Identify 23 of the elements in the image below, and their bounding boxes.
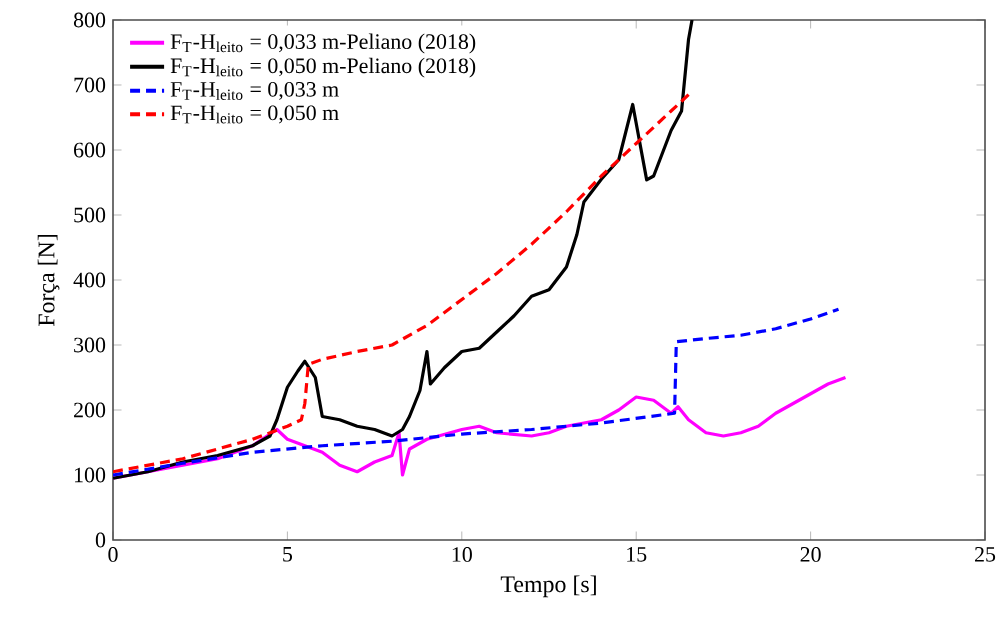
x-axis-title: Tempo [s] xyxy=(500,575,596,598)
legend-label: F$_{T}$-H$_{leito}$ = 0,050 m xyxy=(170,105,339,124)
legend-label: F$_{T}$-H$_{leito}$ = 0,033 m xyxy=(170,81,339,100)
y-tick-label: 200 xyxy=(74,402,106,418)
legend-label: F$_{T}$-H$_{leito}$ = 0,033 m-Peliano (2018) xyxy=(170,33,476,54)
y-tick-label: 400 xyxy=(73,272,106,288)
x-tick-label: 25 xyxy=(975,547,996,562)
x-tick-label: 10 xyxy=(452,547,472,562)
line-series xyxy=(113,19,694,480)
x-tick-label: 15 xyxy=(627,547,647,562)
x-tick-label: 5 xyxy=(283,547,293,562)
y-tick-label: 300 xyxy=(74,337,106,353)
y-tick-label: 700 xyxy=(74,77,106,93)
y-tick-label: 800 xyxy=(73,12,106,28)
line-series xyxy=(113,307,841,477)
y-tick-label: 0 xyxy=(95,532,106,548)
y-tick-label: 100 xyxy=(75,467,106,483)
x-tick-label: 0 xyxy=(108,547,118,562)
legend-label: F$_{T}$-H$_{leito}$ = 0,050 m-Peliano (2018) xyxy=(170,57,476,78)
y-axis-title: Força [N] xyxy=(37,234,60,327)
y-tick-label: 600 xyxy=(74,142,106,158)
x-tick-label: 20 xyxy=(800,547,821,562)
y-tick-label: 500 xyxy=(74,207,106,223)
